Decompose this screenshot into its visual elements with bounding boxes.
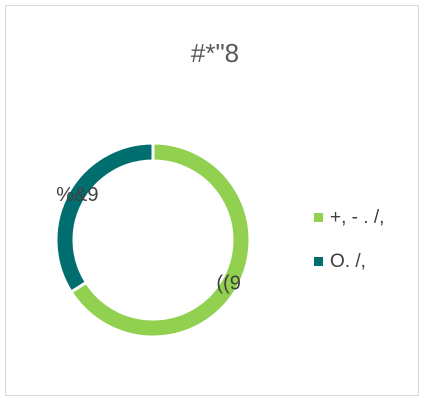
- legend-label: +, - . /,: [330, 207, 384, 228]
- donut-slice: [54, 141, 155, 295]
- legend-label: O. /,: [330, 251, 366, 272]
- legend-swatch: [314, 213, 323, 222]
- legend-swatch: [314, 257, 323, 266]
- data-label: ((9: [216, 273, 240, 295]
- chart-title: #*"8: [191, 38, 239, 68]
- donut-slice: [69, 141, 252, 339]
- data-label: %&9: [56, 184, 98, 206]
